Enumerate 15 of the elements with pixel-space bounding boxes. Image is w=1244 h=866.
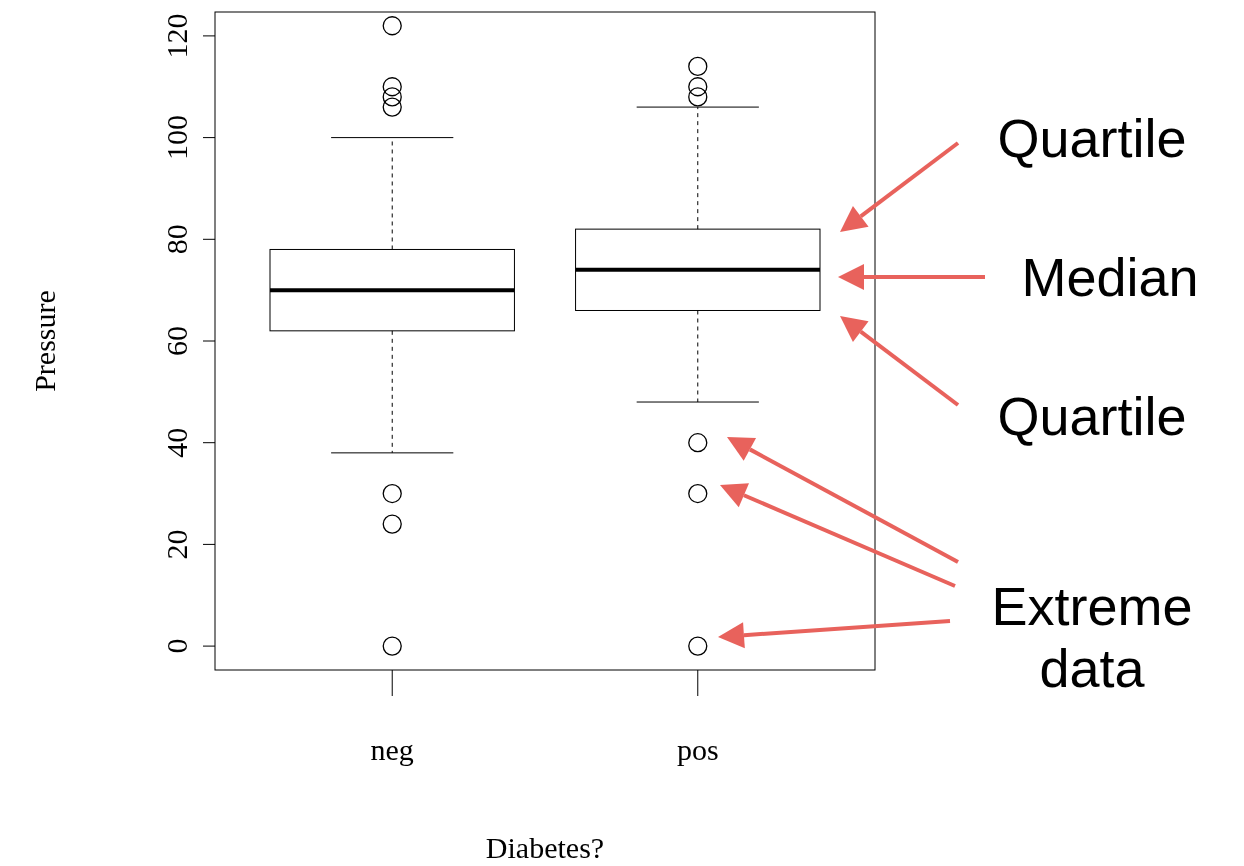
y-tick-label: 0 [160,638,193,654]
text: Quartile [997,386,1187,446]
y-tick-label: 20 [160,529,193,560]
y-tick-label: 60 [160,326,193,356]
x-tick-label: pos [676,733,719,766]
text: Extreme data [991,576,1193,698]
x-tick-label: neg [370,733,414,766]
text: Median [1021,247,1199,307]
x-axis-title: Diabetes? [485,831,605,864]
y-tick-label: 80 [160,224,193,255]
y-tick-label: 120 [160,13,193,59]
y-axis-title: Pressure [28,290,61,392]
y-tick-label: 100 [160,115,193,161]
text: Quartile [997,108,1187,168]
y-tick-label: 40 [160,427,193,458]
